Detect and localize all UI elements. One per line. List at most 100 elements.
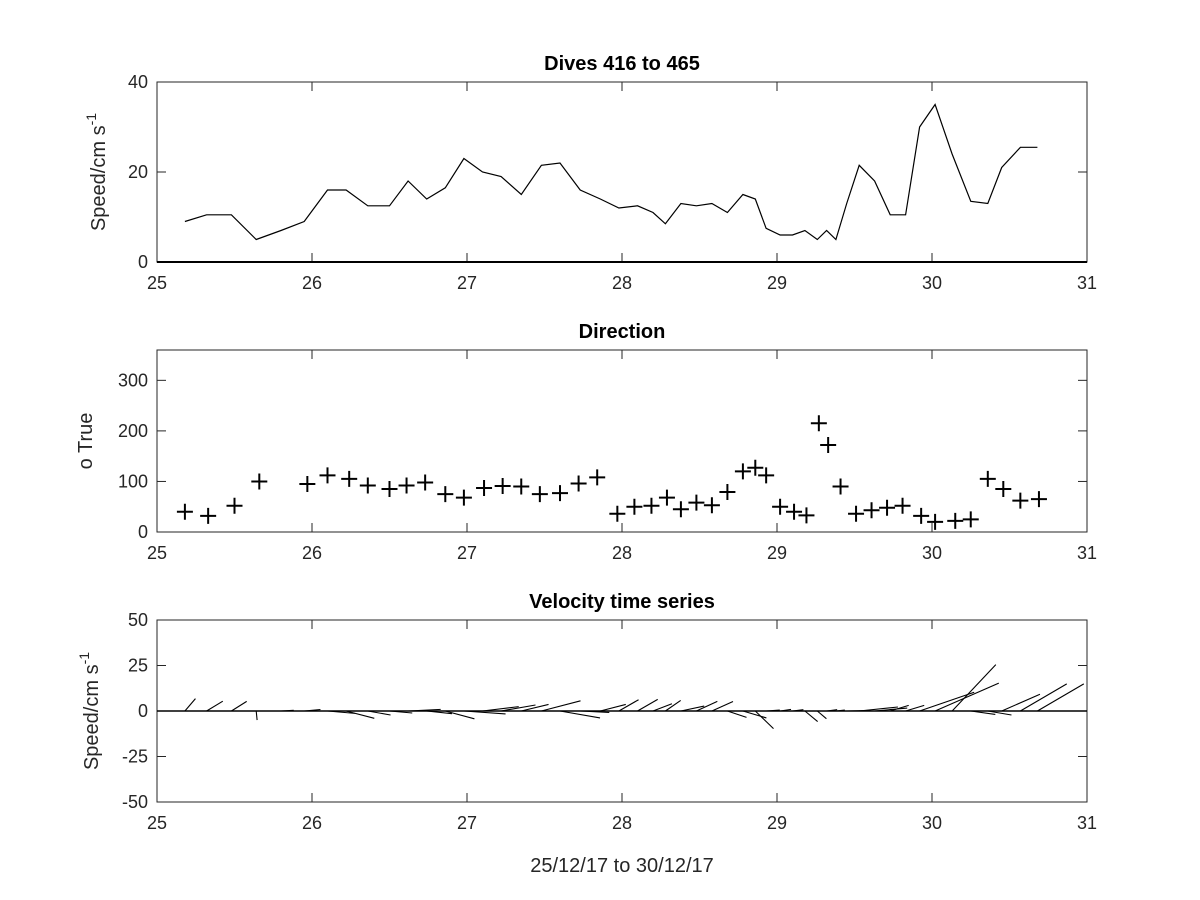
x-tick-label: 25 <box>147 813 167 833</box>
direction-point <box>626 498 643 515</box>
velocity-stick <box>231 700 247 712</box>
direction-point <box>381 481 398 498</box>
direction-point <box>995 481 1012 498</box>
velocity-stick <box>280 709 294 712</box>
y-axis-label: o True <box>75 413 97 470</box>
chart-title: Velocity time series <box>529 591 715 613</box>
velocity-stick <box>1037 683 1085 712</box>
y-tick-label: 0 <box>138 522 148 542</box>
velocity-stick <box>652 703 673 712</box>
direction-point <box>359 477 376 494</box>
x-tick-label: 27 <box>457 543 477 563</box>
x-tick-label: 30 <box>922 813 942 833</box>
direction-point <box>913 507 930 524</box>
velocity-stick <box>541 700 581 712</box>
x-tick-label: 27 <box>457 273 477 293</box>
velocity-stick <box>482 706 519 712</box>
velocity-stick <box>304 708 321 712</box>
velocity-stick <box>637 698 658 712</box>
velocity-stick <box>859 706 898 712</box>
velocity-stick <box>521 703 549 712</box>
velocity-stick <box>463 710 506 715</box>
plot-area <box>156 81 1088 263</box>
velocity-stick <box>934 682 1000 712</box>
y-tick-label: -50 <box>122 792 148 812</box>
velocity-stick <box>665 699 682 712</box>
velocity-stick <box>206 700 224 712</box>
x-tick-label: 28 <box>612 273 632 293</box>
x-tick-label: 26 <box>302 543 322 563</box>
velocity-stick <box>905 704 925 712</box>
direction-point <box>176 503 193 520</box>
velocity-quiver-panel: Velocity time series 25 26 27 28 29 30 31 -50 -2… <box>76 591 1097 877</box>
y-tick-label: 200 <box>118 421 148 441</box>
velocity-stick <box>766 709 780 712</box>
direction-point <box>848 505 865 522</box>
chart-title: Direction <box>579 321 666 343</box>
velocity-stick <box>580 710 610 714</box>
x-tick-label: 25 <box>147 543 167 563</box>
velocity-stick <box>559 710 601 719</box>
direction-point <box>672 501 689 518</box>
direction-point <box>658 489 675 506</box>
y-axis-label: Speed/cm s-1 <box>83 113 110 231</box>
chart-title: Dives 416 to 465 <box>544 53 700 75</box>
direction-point <box>1030 491 1047 508</box>
direction-point <box>226 497 243 514</box>
x-tick-label: 29 <box>767 813 787 833</box>
direction-point <box>979 470 996 487</box>
velocity-stick <box>987 710 1012 716</box>
velocity-stick <box>970 710 996 716</box>
velocity-stick <box>919 691 975 712</box>
direction-point <box>513 478 530 495</box>
y-tick-label: 50 <box>128 610 148 630</box>
x-axis-label: 25/12/17 to 30/12/17 <box>530 855 714 877</box>
velocity-stick <box>501 704 536 712</box>
x-tick-label: 26 <box>302 273 322 293</box>
direction-point <box>962 511 979 528</box>
direction-point <box>643 497 660 514</box>
x-tick-label: 28 <box>612 813 632 833</box>
direction-point <box>719 484 736 501</box>
velocity-stick <box>1001 693 1041 712</box>
speed-line-panel: Dives 416 to 465 25 26 27 28 29 30 31 0 20 40 Spe… <box>83 53 1097 293</box>
x-tick-label: 31 <box>1077 273 1097 293</box>
velocity-stick <box>327 710 355 714</box>
velocity-stick <box>426 710 453 715</box>
direction-point <box>319 467 336 484</box>
direction-point <box>552 485 568 502</box>
velocity-stick <box>600 703 626 712</box>
y-tick-label: 20 <box>128 162 148 182</box>
y-tick-label: 100 <box>118 471 148 491</box>
velocity-stick <box>618 699 639 712</box>
direction-point <box>341 470 358 487</box>
direction-point <box>251 473 268 490</box>
velocity-stick <box>951 664 997 712</box>
direction-point <box>589 469 606 486</box>
direction-point <box>820 437 837 454</box>
velocity-stick <box>408 708 441 712</box>
y-tick-label: 0 <box>138 701 148 721</box>
x-tick-label: 27 <box>457 813 477 833</box>
direction-scatter-panel: Direction 25 26 27 28 29 30 31 0 100 200 300 o Tru… <box>75 321 1097 563</box>
direction-point <box>786 503 803 520</box>
x-tick-label: 30 <box>922 543 942 563</box>
velocity-stick <box>389 710 413 714</box>
direction-point <box>758 467 775 484</box>
direction-point <box>703 497 720 514</box>
velocity-stick <box>874 707 908 712</box>
y-tick-label: 300 <box>118 370 148 390</box>
velocity-stick <box>345 710 375 719</box>
y-tick-label: 40 <box>128 72 148 92</box>
direction-point <box>734 463 751 480</box>
x-tick-label: 29 <box>767 273 787 293</box>
velocity-stick <box>184 698 196 712</box>
direction-point <box>455 489 472 506</box>
speed-series-line <box>184 103 1038 241</box>
direction-point <box>947 512 964 529</box>
velocity-stick <box>835 709 845 712</box>
direction-point <box>688 494 705 511</box>
y-tick-label: 25 <box>128 656 148 676</box>
x-tick-label: 31 <box>1077 543 1097 563</box>
